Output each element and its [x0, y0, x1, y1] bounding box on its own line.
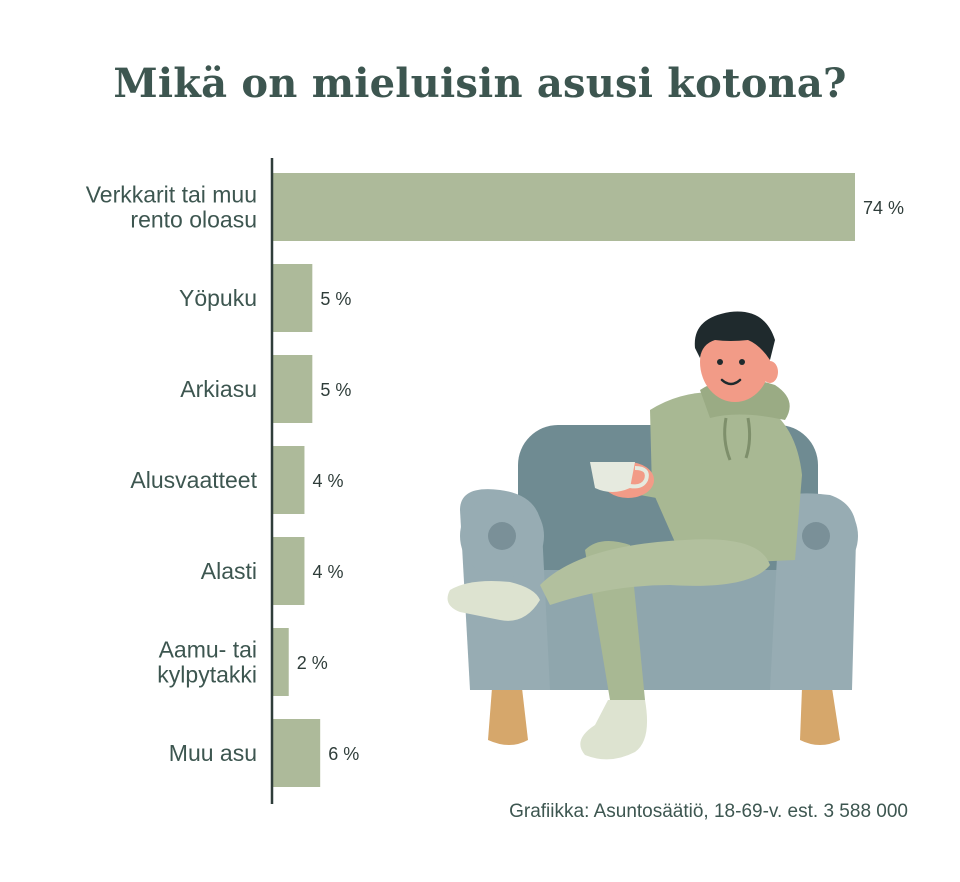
value-label-0: 74 %: [863, 198, 904, 218]
value-label-3: 4 %: [312, 471, 343, 491]
bar-0: [273, 173, 855, 241]
category-label-4: Alasti: [201, 558, 257, 584]
category-label-3: Alusvaatteet: [130, 467, 257, 493]
value-label-2: 5 %: [320, 380, 351, 400]
bar-6: [273, 719, 321, 787]
value-label-6: 6 %: [328, 744, 359, 764]
category-label-2: Arkiasu: [180, 376, 257, 402]
value-label-5: 2 %: [297, 653, 328, 673]
bar-5: [273, 628, 289, 696]
category-label-6: Muu asu: [169, 740, 257, 766]
value-label-4: 4 %: [312, 562, 343, 582]
armchair-illustration: [447, 311, 858, 760]
person-icon: [447, 311, 802, 760]
bar-4: [273, 537, 305, 605]
bar-1: [273, 264, 313, 332]
category-label-0-line-0: Verkkarit tai muu: [86, 182, 257, 208]
category-label-5-line-0: Aamu- tai: [159, 637, 257, 663]
cup-icon: [590, 462, 649, 492]
value-label-1: 5 %: [320, 289, 351, 309]
chart-title: Mikä on mieluisin asusi kotona?: [113, 60, 847, 107]
bar-2: [273, 355, 313, 423]
bar-3: [273, 446, 305, 514]
category-label-5-line-1: kylpytakki: [157, 662, 257, 688]
category-label-1: Yöpuku: [179, 285, 257, 311]
category-label-0-line-1: rento oloasu: [130, 207, 257, 233]
source-caption: Grafiikka: Asuntosäätiö, 18-69-v. est. 3…: [509, 801, 908, 822]
